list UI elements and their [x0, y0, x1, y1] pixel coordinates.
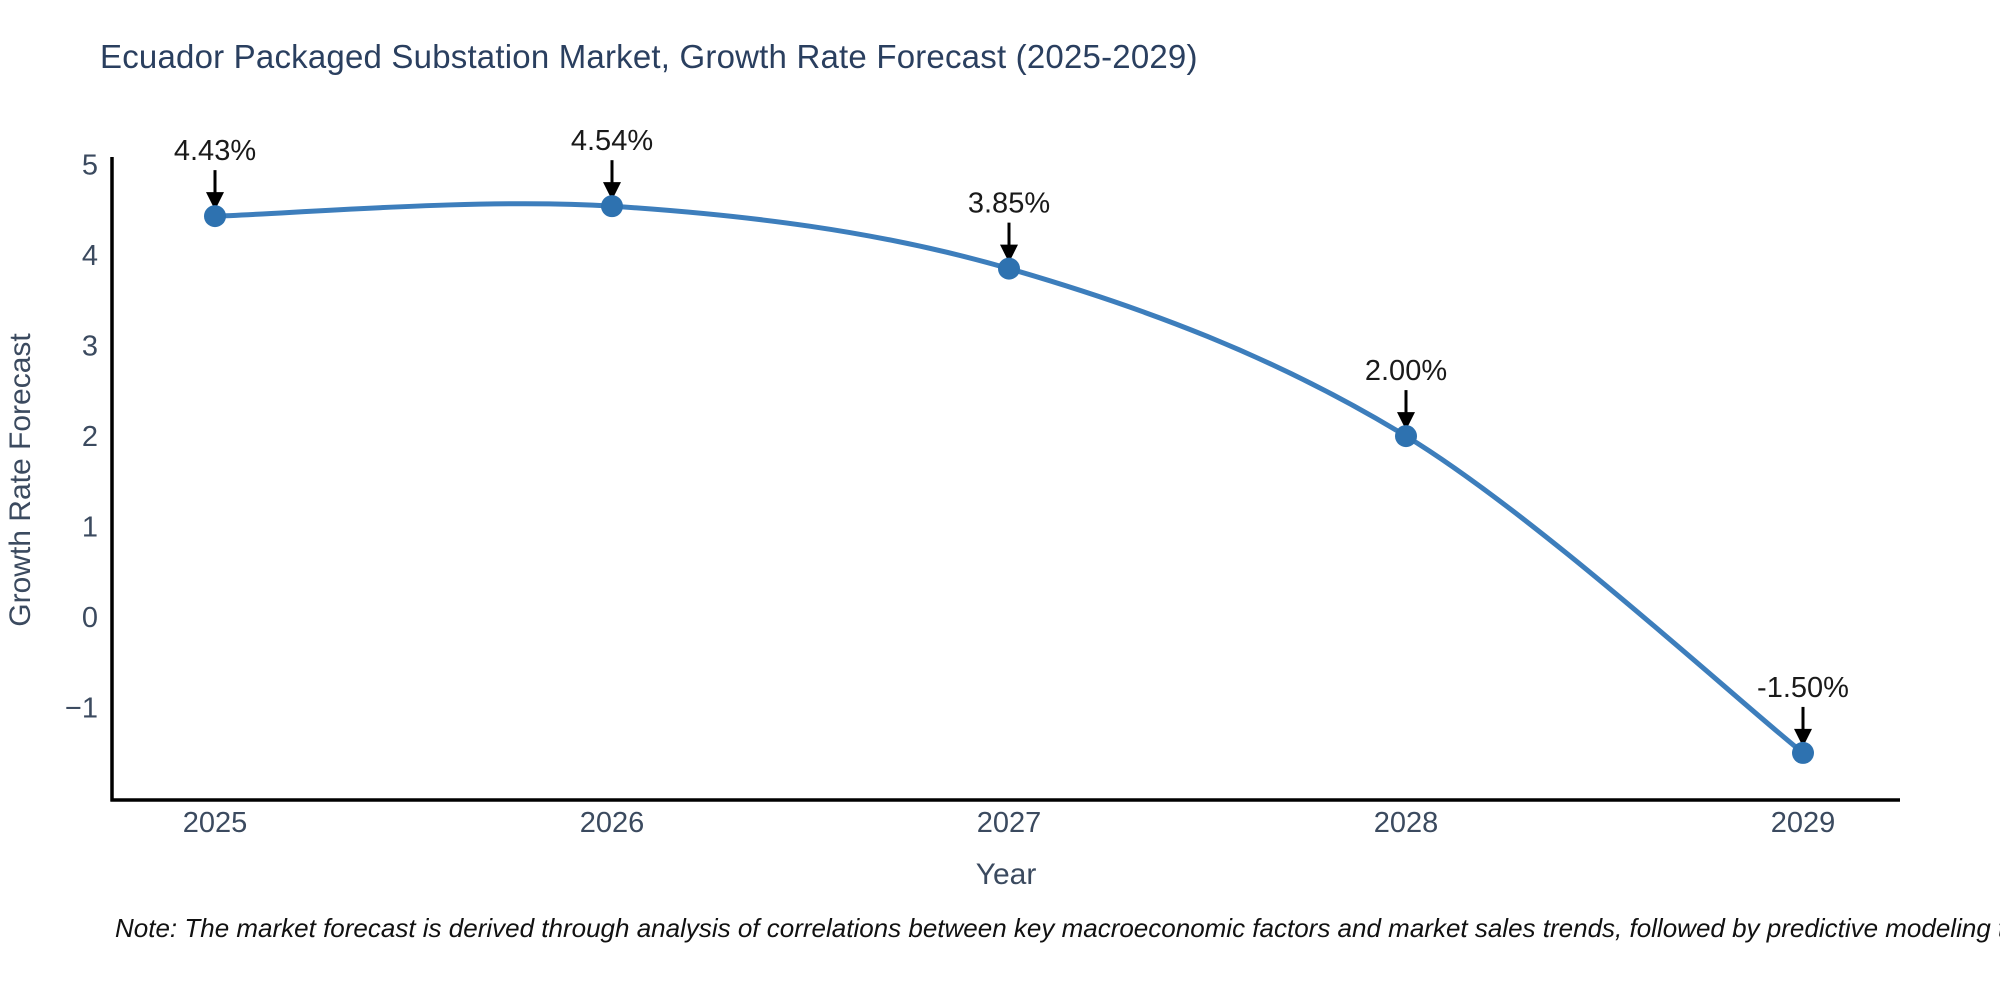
- y-tick-label: 2: [82, 421, 98, 453]
- annotation-arrowhead-icon: [603, 182, 621, 201]
- data-point-label: 4.43%: [174, 135, 256, 167]
- y-tick-label: 5: [82, 150, 98, 182]
- footnote: Note: The market forecast is derived thr…: [115, 913, 2000, 943]
- annotation-arrowhead-icon: [1794, 728, 1812, 747]
- data-point-label: 4.54%: [571, 125, 653, 157]
- x-tick-label: 2028: [1374, 807, 1439, 839]
- data-point-2027: [998, 257, 1020, 280]
- data-point-label: 2.00%: [1365, 355, 1447, 387]
- x-tick-label: 2029: [1771, 807, 1836, 839]
- data-point-2025: [204, 205, 226, 228]
- data-point-2028: [1395, 425, 1417, 448]
- x-axis-title: Year: [976, 858, 1037, 891]
- annotation-arrowhead-icon: [206, 192, 224, 211]
- plot-area: −1 0 1 2 3 4 5 2025 2026 2027 2028 2029 4.43% 4.54% 3.…: [65, 125, 1849, 839]
- y-tick-label: 1: [82, 512, 98, 544]
- data-point-2026: [601, 195, 623, 218]
- data-point-label: 3.85%: [968, 188, 1050, 220]
- x-tick-label: 2027: [977, 807, 1042, 839]
- forecast-line: [212, 201, 1806, 756]
- chart-title: Ecuador Packaged Substation Market, Grow…: [100, 38, 1198, 75]
- y-axis-title: Growth Rate Forecast: [4, 333, 37, 627]
- x-tick-label: 2025: [183, 807, 248, 839]
- annotation-arrowhead-icon: [1397, 412, 1415, 431]
- y-tick-label: 0: [82, 602, 98, 634]
- data-point-2029: [1792, 741, 1814, 764]
- y-tick-label: −1: [65, 693, 98, 725]
- data-point-label: -1.50%: [1757, 672, 1849, 704]
- y-tick-label: 3: [82, 331, 98, 363]
- y-tick-label: 4: [82, 240, 98, 272]
- annotation-arrowhead-icon: [1000, 244, 1018, 263]
- x-tick-label: 2026: [580, 807, 645, 839]
